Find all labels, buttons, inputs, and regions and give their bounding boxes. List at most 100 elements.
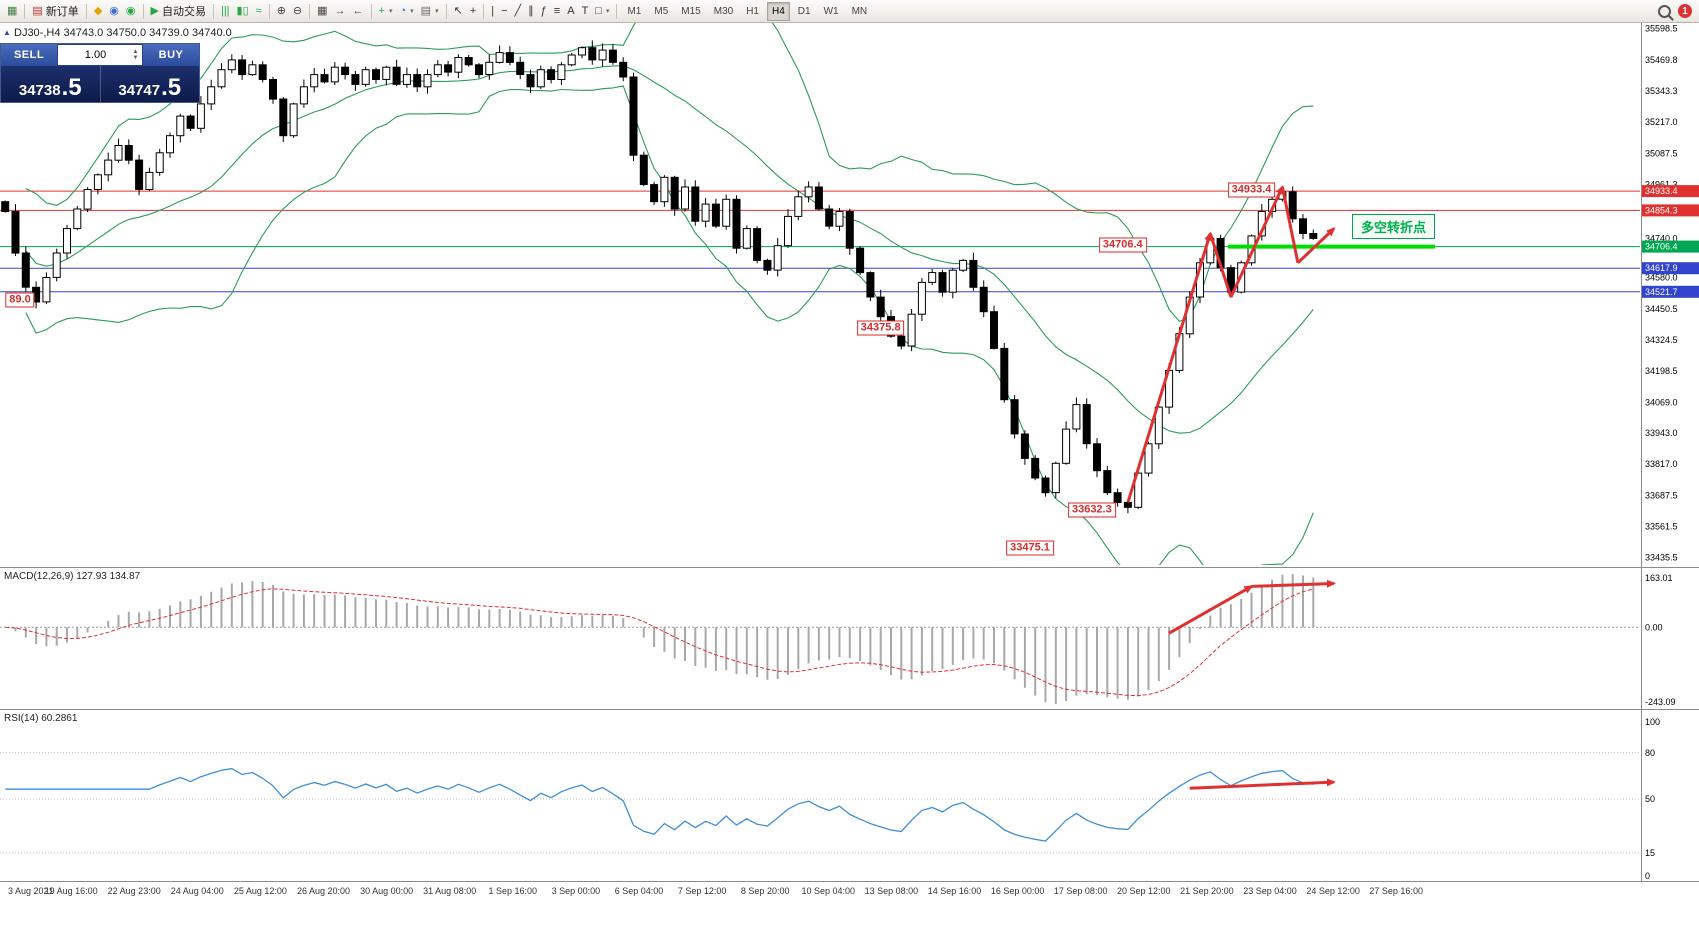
timeframe-m30[interactable]: M30 (713, 5, 734, 17)
tile-windows-icon[interactable]: ▦ (314, 1, 330, 21)
sell-price[interactable]: 34738 .5 (1, 66, 100, 102)
timeframe-m15[interactable]: M15 (681, 5, 701, 17)
mql5-community-icon[interactable]: ◉ (123, 1, 139, 21)
timeframe-h1[interactable]: H1 (746, 5, 759, 17)
mql5-profile-icon[interactable]: ◉ (106, 1, 122, 21)
price-callout[interactable]: 33475.1 (1006, 540, 1054, 556)
bar-chart-icon[interactable]: ||| (218, 1, 233, 21)
shapes-icon[interactable]: □ ▾ (592, 1, 612, 21)
vertical-line-icon[interactable]: | (488, 1, 497, 21)
price-callout[interactable]: 34706.4 (1098, 237, 1147, 253)
add-indicator-icon[interactable]: + ▾ (376, 1, 396, 21)
price-axis: 35598.5 35469.8 35343.3 35217.0 35087.5 34961… (1642, 24, 1699, 562)
price-callout[interactable]: 34933.4 (1227, 182, 1276, 198)
horizontal-line-icon-glyph: − (501, 4, 508, 17)
notification-badge[interactable]: 1 (1678, 4, 1692, 18)
trendline-icon[interactable]: ╱ (512, 1, 525, 21)
svg-text:16 Sep 00:00: 16 Sep 00:00 (991, 886, 1045, 896)
channel-icon[interactable]: ∥ (525, 1, 537, 21)
svg-text:34450.5: 34450.5 (1645, 304, 1678, 314)
turning-point-note[interactable]: 多空转折点 (1352, 214, 1436, 239)
candlestick-chart-icon[interactable]: ▮▯ (234, 1, 252, 21)
horizontal-line-icon[interactable]: − (498, 1, 510, 21)
volume-spinner[interactable]: ▲ ▼ (130, 45, 141, 65)
timeframe-d1[interactable]: D1 (797, 5, 811, 17)
shapes-icon-dropdown: ▾ (605, 8, 610, 15)
add-indicator-icon-glyph: + (378, 4, 385, 17)
buy-price[interactable]: 34747 .5 (99, 66, 200, 102)
sell-price-fraction: .5 (61, 73, 82, 101)
timeframe-m1[interactable]: M1 (627, 5, 642, 17)
svg-text:27 Sep 16:00: 27 Sep 16:00 (1369, 886, 1423, 896)
search-icon[interactable] (1658, 4, 1671, 18)
volume-input[interactable] (58, 48, 142, 62)
autotrade-group: ▶ 自动交易 (148, 1, 209, 21)
fibonacci-icon[interactable]: ƒ (538, 1, 550, 21)
mql5-market-icon[interactable]: ◆ (91, 1, 105, 21)
panel-separators (0, 22, 1699, 882)
label-icon[interactable]: T (579, 1, 592, 21)
svg-text:34324.5: 34324.5 (1645, 335, 1678, 345)
cursor-icon-glyph: ↖ (453, 4, 463, 17)
window-group: ▦ → ← (314, 1, 366, 21)
svg-text:3 Sep 00:00: 3 Sep 00:00 (552, 886, 601, 896)
chart-shift-icon[interactable]: ← (350, 1, 367, 21)
svg-text:34740.0: 34740.0 (1645, 233, 1678, 243)
label-icon-glyph: T (581, 4, 589, 17)
line-chart-icon[interactable]: ≈ (253, 1, 265, 21)
timeframe-h4[interactable]: H4 (766, 1, 790, 21)
toolbar-left: ▦ ▤ 新订单 ◆ ◉ ◉ ▶ 自动交易 ||| ▮▯ ≈ ⊕ ⊖ ▦ → ← + ▾ ◔ ▾ ▤ ▾ ↖ + | − ╱ ∥ ƒ ≡ A T… (4, 1, 873, 21)
new-order-button-label: 新订单 (45, 6, 79, 18)
vertical-line-icon-glyph: | (491, 4, 495, 17)
template-icon[interactable]: ▤ ▾ (418, 1, 442, 21)
svg-text:24 Aug 04:00: 24 Aug 04:00 (171, 886, 224, 896)
timeframe-w1[interactable]: W1 (823, 5, 839, 17)
timeframe-m5[interactable]: M5 (654, 5, 669, 17)
candlesticks (1, 40, 1318, 514)
period-clock-icon[interactable]: ◔ ▾ (397, 1, 417, 21)
rsi-indicator-label: RSI(14) 60.2861 (4, 713, 78, 724)
bar-chart-icon-glyph: ||| (220, 4, 230, 17)
chart-window-icon[interactable]: ▦ (4, 1, 20, 21)
auto-scroll-icon[interactable]: → (332, 1, 349, 21)
zoom-in-icon[interactable]: ⊕ (274, 1, 289, 21)
svg-text:0: 0 (1645, 871, 1650, 881)
svg-text:35469.8: 35469.8 (1645, 55, 1678, 65)
chart-type-group: ||| ▮▯ ≈ (218, 1, 265, 21)
volume-down-icon[interactable]: ▼ (132, 55, 139, 61)
new-order-button[interactable]: ▤ 新订单 (29, 1, 81, 21)
svg-text:-243.09: -243.09 (1645, 697, 1676, 707)
svg-text:33687.5: 33687.5 (1645, 491, 1678, 501)
chart-shift-icon-glyph: ← (352, 4, 364, 17)
auto-trading-button[interactable]: ▶ 自动交易 (148, 1, 209, 21)
levels-icon[interactable]: ≡ (551, 1, 563, 21)
text-icon[interactable]: A (564, 1, 577, 21)
period-clock-icon-dropdown: ▾ (410, 8, 414, 15)
chart-window-icon-glyph: ▦ (7, 4, 18, 17)
tile-windows-icon-glyph: ▦ (317, 4, 328, 17)
svg-text:35343.3: 35343.3 (1645, 86, 1678, 96)
buy-button[interactable]: BUY (143, 44, 199, 66)
svg-text:163.01: 163.01 (1645, 573, 1673, 583)
shapes-icon-glyph: □ (595, 4, 602, 17)
svg-text:1 Sep 16:00: 1 Sep 16:00 (489, 886, 538, 896)
sell-price-main: 34738 (18, 82, 61, 99)
cursor-icon[interactable]: ↖ (451, 1, 466, 21)
panel-collapse-icon[interactable]: ▲ (3, 28, 11, 37)
svg-text:6 Sep 04:00: 6 Sep 04:00 (615, 886, 664, 896)
svg-text:35598.5: 35598.5 (1645, 24, 1678, 34)
crosshair-icon[interactable]: + (467, 1, 479, 21)
svg-text:33943.0: 33943.0 (1645, 428, 1678, 438)
price-callout[interactable]: 33632.3 (1067, 502, 1116, 518)
price-callout[interactable]: 34375.8 (856, 320, 905, 336)
sell-button[interactable]: SELL (1, 44, 57, 66)
timeframe-mn[interactable]: MN (851, 5, 868, 17)
svg-text:19 Aug 16:00: 19 Aug 16:00 (45, 886, 98, 896)
zoom-out-icon[interactable]: ⊖ (290, 1, 305, 21)
volume-up-icon[interactable]: ▲ (132, 49, 139, 55)
mql5-profile-icon-glyph: ◉ (109, 4, 119, 17)
price-callout[interactable]: 89.0 (5, 292, 35, 307)
toolbar-separator (370, 3, 372, 19)
